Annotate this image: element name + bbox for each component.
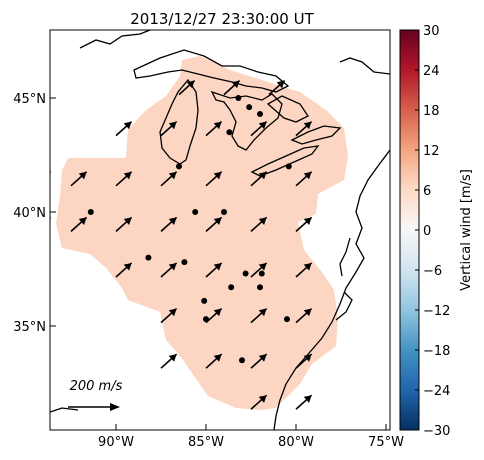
station-dot xyxy=(257,110,263,117)
wind-arrow xyxy=(160,120,178,137)
wind-arrow xyxy=(160,307,178,324)
wind-arrow xyxy=(250,307,268,324)
colorbar-tick-label: 0 xyxy=(423,224,431,239)
colorbar-tick-label: 24 xyxy=(423,64,440,79)
wind-vectors xyxy=(50,79,313,410)
station-dot xyxy=(226,129,233,136)
wind-arrow xyxy=(205,353,223,369)
wind-arrow xyxy=(205,216,223,232)
colorbar-tick-label: 18 xyxy=(423,104,440,119)
wind-arrow xyxy=(70,171,88,187)
wind-arrow xyxy=(50,171,52,174)
wind-arrow xyxy=(268,79,286,96)
vertical-wind-field xyxy=(56,56,348,410)
wind-arrow xyxy=(250,394,268,410)
station-dot xyxy=(228,284,235,291)
station-dot xyxy=(242,270,249,277)
wind-arrow xyxy=(295,394,313,410)
colorbar-tick-label: −30 xyxy=(423,424,450,439)
northern-shoreline xyxy=(79,30,151,49)
wind-arrow xyxy=(160,353,178,369)
wind-arrow xyxy=(250,171,268,187)
wind-arrow xyxy=(115,171,133,187)
colorbar-tick-label: 12 xyxy=(423,144,440,159)
wind-arrow xyxy=(223,79,241,96)
station-dot xyxy=(257,284,263,291)
wind-arrow xyxy=(295,216,313,232)
station-dot xyxy=(285,163,292,170)
chesapeake-bay xyxy=(339,237,351,277)
wind-arrow xyxy=(115,120,133,137)
reference-arrow: 200 m/s xyxy=(68,379,123,411)
gulf-coastline xyxy=(50,407,79,413)
station-dot xyxy=(221,209,227,215)
wind-arrow xyxy=(115,262,133,278)
station-dot xyxy=(145,254,152,261)
wind-arrow xyxy=(160,216,178,232)
station-dot xyxy=(181,259,188,266)
wind-arrow xyxy=(250,262,268,278)
colorbar-tick-label: −18 xyxy=(423,344,450,359)
map-frame xyxy=(49,29,391,431)
coastlines xyxy=(50,30,390,430)
wind-arrow xyxy=(205,171,223,187)
wind-arrow xyxy=(295,120,313,137)
wind-arrow xyxy=(205,120,223,137)
colorbar-label: Vertical wind [m/s] xyxy=(459,169,474,291)
wind-arrow xyxy=(178,79,196,96)
lake-superior-outline xyxy=(133,49,290,93)
lon-tick-label: 75°W xyxy=(368,435,404,450)
atlantic-coastline xyxy=(273,149,390,430)
wind-arrow xyxy=(115,216,133,232)
lake-erie-outline xyxy=(250,145,320,177)
station-dot xyxy=(201,297,208,304)
lake-michigan-outline xyxy=(159,78,199,165)
wind-arrow xyxy=(295,353,313,369)
station-dot xyxy=(176,163,182,170)
lat-tick-label: 35°N xyxy=(13,320,46,335)
northeast-shoreline xyxy=(339,57,390,75)
lon-tick-label: 90°W xyxy=(98,435,134,450)
station-dot xyxy=(235,95,242,101)
wind-arrow xyxy=(295,262,313,278)
colorbar-tick-label: −24 xyxy=(423,384,450,399)
station-dot xyxy=(258,270,265,277)
longitude-axis: 90°W 85°W 80°W 75°W xyxy=(98,424,404,450)
station-dot xyxy=(87,209,94,215)
wind-arrow xyxy=(205,307,223,324)
wind-arrow xyxy=(160,262,178,278)
wind-arrow xyxy=(250,353,268,369)
wind-arrow xyxy=(70,216,88,232)
station-dot xyxy=(284,316,290,323)
station-dot xyxy=(246,104,253,111)
lake-huron-outline xyxy=(210,90,283,151)
figure-title: 2013/12/27 23:30:00 UT xyxy=(130,10,314,28)
colorbar-tick-label: −6 xyxy=(423,264,442,279)
lake-ontario-outline xyxy=(290,125,342,145)
lat-tick-label: 40°N xyxy=(13,206,46,221)
lon-tick-label: 85°W xyxy=(188,435,224,450)
latitude-axis: 45°N 40°N 35°N xyxy=(13,92,56,335)
station-dot xyxy=(239,357,245,364)
map-panel: 90°W 85°W 80°W 75°W 45°N 40°N 35°N 200 m/s xyxy=(13,29,404,450)
georgian-bay-outline xyxy=(266,95,309,123)
wind-arrow xyxy=(250,216,268,232)
wind-arrow xyxy=(205,262,223,278)
lat-tick-label: 45°N xyxy=(13,92,46,107)
wind-arrow xyxy=(295,307,313,324)
outer-banks xyxy=(335,291,353,321)
colorbar-tick-label: −12 xyxy=(423,304,450,319)
colorbar-tick-label: 30 xyxy=(423,24,440,39)
lon-tick-label: 80°W xyxy=(278,435,314,450)
colorbar: 30 24 18 12 6 0 −6 −12 −18 −24 −30 Vertical wind [… xyxy=(399,24,474,439)
colorbar-ticks: 30 24 18 12 6 0 −6 −12 −18 −24 −30 xyxy=(415,24,450,439)
station-markers xyxy=(87,95,292,364)
wind-arrow xyxy=(250,120,268,137)
station-dot xyxy=(192,209,199,215)
wind-arrow xyxy=(160,171,178,187)
reference-arrow-label: 200 m/s xyxy=(70,379,123,394)
wind-arrow xyxy=(295,171,313,187)
colorbar-tick-label: 6 xyxy=(423,184,431,199)
